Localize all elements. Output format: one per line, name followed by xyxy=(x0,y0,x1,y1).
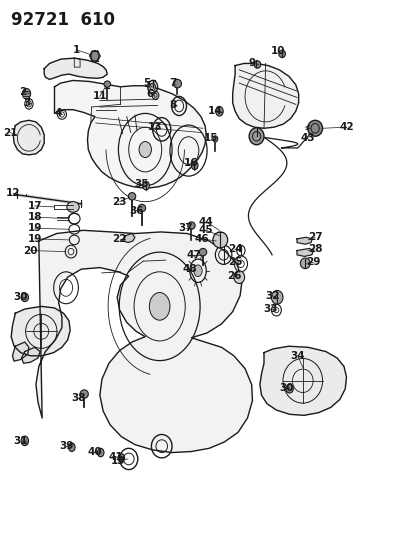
Text: 48: 48 xyxy=(182,264,197,274)
Ellipse shape xyxy=(187,222,195,229)
Ellipse shape xyxy=(249,128,263,145)
Text: 31: 31 xyxy=(13,436,28,446)
Text: 22: 22 xyxy=(112,234,127,244)
Text: 47: 47 xyxy=(186,250,201,260)
Ellipse shape xyxy=(22,88,31,99)
Text: 34: 34 xyxy=(290,351,304,361)
Polygon shape xyxy=(44,58,107,79)
Polygon shape xyxy=(232,63,298,128)
Ellipse shape xyxy=(69,443,75,451)
Ellipse shape xyxy=(212,232,227,248)
Text: 15: 15 xyxy=(204,133,218,143)
Text: 45: 45 xyxy=(199,225,213,236)
Ellipse shape xyxy=(118,454,124,462)
Text: 20: 20 xyxy=(23,246,38,255)
Ellipse shape xyxy=(21,293,28,302)
Text: 2: 2 xyxy=(19,87,26,97)
Text: 26: 26 xyxy=(226,271,240,281)
Ellipse shape xyxy=(90,51,99,61)
Ellipse shape xyxy=(154,93,157,98)
Text: 29: 29 xyxy=(306,257,320,267)
Text: 3: 3 xyxy=(23,98,30,108)
Ellipse shape xyxy=(307,120,322,136)
Text: 33: 33 xyxy=(263,304,278,314)
Text: 19: 19 xyxy=(27,223,42,233)
Text: 30: 30 xyxy=(278,383,293,393)
Ellipse shape xyxy=(212,136,217,142)
Text: 25: 25 xyxy=(227,257,242,267)
Text: 32: 32 xyxy=(264,290,279,301)
Ellipse shape xyxy=(199,248,206,256)
Text: 23: 23 xyxy=(112,197,127,207)
Text: 9: 9 xyxy=(248,59,255,68)
Polygon shape xyxy=(21,348,40,364)
Ellipse shape xyxy=(139,142,151,158)
Ellipse shape xyxy=(193,265,202,277)
Text: 28: 28 xyxy=(307,244,322,254)
Text: 16: 16 xyxy=(183,158,197,168)
Ellipse shape xyxy=(271,290,282,304)
Text: 35: 35 xyxy=(133,179,148,189)
Text: 92721  610: 92721 610 xyxy=(11,11,115,29)
Ellipse shape xyxy=(104,81,110,87)
Ellipse shape xyxy=(128,192,135,200)
Ellipse shape xyxy=(142,181,149,190)
Text: 14: 14 xyxy=(207,106,222,116)
Text: 37: 37 xyxy=(178,223,192,233)
Ellipse shape xyxy=(285,384,292,393)
Polygon shape xyxy=(123,233,135,243)
Text: 10: 10 xyxy=(270,46,285,56)
Text: 40: 40 xyxy=(88,447,102,456)
Text: 43: 43 xyxy=(300,133,315,143)
Text: 4: 4 xyxy=(54,108,62,118)
Text: 8: 8 xyxy=(169,100,176,110)
Ellipse shape xyxy=(233,271,244,284)
Polygon shape xyxy=(13,120,44,155)
Polygon shape xyxy=(11,306,70,356)
Text: 24: 24 xyxy=(227,245,242,254)
Ellipse shape xyxy=(254,61,260,68)
Text: 11: 11 xyxy=(93,91,107,101)
Text: 21: 21 xyxy=(3,127,17,138)
Polygon shape xyxy=(12,342,29,361)
Ellipse shape xyxy=(149,293,170,320)
Polygon shape xyxy=(36,230,252,453)
Ellipse shape xyxy=(299,258,309,269)
Text: 30: 30 xyxy=(13,292,28,302)
Text: 13: 13 xyxy=(148,122,162,132)
Ellipse shape xyxy=(21,436,28,446)
Ellipse shape xyxy=(97,448,104,457)
Text: 38: 38 xyxy=(71,393,85,403)
Text: 17: 17 xyxy=(27,201,42,211)
Text: 19: 19 xyxy=(27,234,42,244)
Text: 18: 18 xyxy=(27,212,42,222)
Text: 46: 46 xyxy=(195,234,209,244)
Ellipse shape xyxy=(215,107,223,116)
Ellipse shape xyxy=(138,204,145,212)
Ellipse shape xyxy=(67,201,79,212)
Ellipse shape xyxy=(150,83,155,91)
Text: 1: 1 xyxy=(72,45,79,54)
Text: 12: 12 xyxy=(6,188,21,198)
Polygon shape xyxy=(296,237,311,244)
Ellipse shape xyxy=(278,50,285,58)
Ellipse shape xyxy=(191,161,197,169)
Polygon shape xyxy=(296,248,313,256)
Text: 42: 42 xyxy=(338,122,353,132)
Polygon shape xyxy=(259,346,346,415)
Text: 27: 27 xyxy=(307,232,322,243)
Ellipse shape xyxy=(80,390,88,398)
Text: 41: 41 xyxy=(108,452,123,462)
Text: 7: 7 xyxy=(169,78,176,88)
Polygon shape xyxy=(55,80,206,188)
Text: 6: 6 xyxy=(146,88,154,99)
Text: 13: 13 xyxy=(111,456,126,465)
Text: 36: 36 xyxy=(128,206,143,216)
Ellipse shape xyxy=(173,79,181,88)
Text: 5: 5 xyxy=(143,78,151,87)
Text: 39: 39 xyxy=(59,441,73,451)
Text: 44: 44 xyxy=(198,217,213,227)
